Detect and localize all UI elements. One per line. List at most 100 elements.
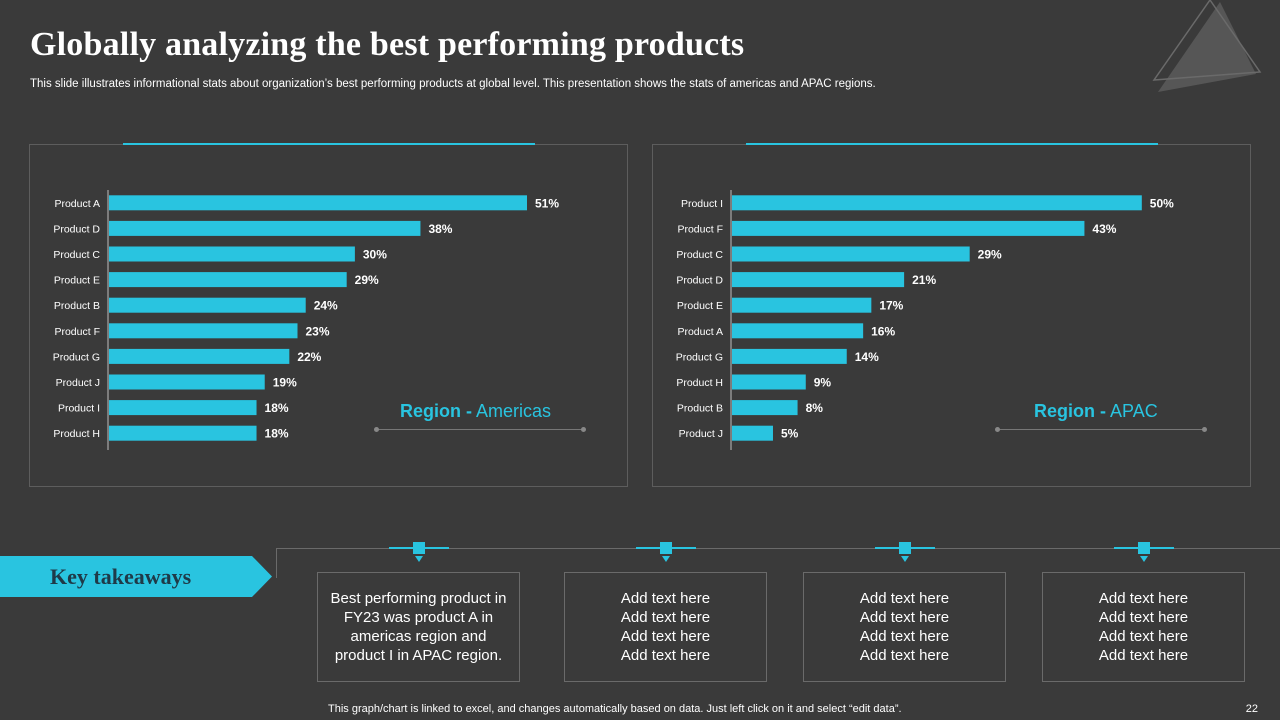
card-line: Add text here xyxy=(620,647,711,664)
pin-connector-icon xyxy=(875,542,935,562)
page-subtitle: This slide illustrates informational sta… xyxy=(30,78,876,90)
card-line: Add text here xyxy=(1098,647,1189,664)
bar-product-d[interactable] xyxy=(732,272,905,288)
card-line: Add text here xyxy=(1098,628,1189,645)
chart-panel-americas: Product A 51% Product D 38% Product C 30% Prod… xyxy=(29,143,628,487)
bar-product-f[interactable] xyxy=(732,220,1085,236)
bar-product-h[interactable] xyxy=(732,374,806,390)
category-tick-label: Product D xyxy=(676,275,723,287)
bar-value-label: 22% xyxy=(297,350,321,364)
category-tick-label: Product E xyxy=(677,300,723,312)
bar-product-a[interactable] xyxy=(109,195,527,211)
bar-product-g[interactable] xyxy=(109,348,290,364)
bar-value-label: 18% xyxy=(265,401,289,415)
category-tick-label: Product B xyxy=(54,300,100,312)
takeaway-card-2[interactable]: Add text here Add text here Add text her… xyxy=(564,572,767,682)
category-tick-label: Product E xyxy=(54,275,100,287)
bar-value-label: 29% xyxy=(355,273,379,287)
region-underline xyxy=(995,427,1207,432)
card-line: product I in APAC region. xyxy=(334,647,503,664)
takeaway-card-1[interactable]: Best performing product in FY23 was prod… xyxy=(317,572,520,682)
bar-value-label: 18% xyxy=(265,427,289,441)
takeaway-card-3[interactable]: Add text here Add text here Add text her… xyxy=(803,572,1006,682)
panel-accent-line xyxy=(746,143,1158,145)
category-tick-label: Product I xyxy=(681,198,723,210)
category-tick-label: Product G xyxy=(53,351,100,363)
bar-product-c[interactable] xyxy=(109,246,355,262)
category-tick-label: Product H xyxy=(676,377,723,389)
region-prefix: Region - xyxy=(400,401,472,421)
bar-value-label: 17% xyxy=(879,299,903,313)
bar-value-label: 16% xyxy=(871,324,895,338)
key-takeaways-banner: Key takeaways xyxy=(0,556,272,597)
bar-product-a[interactable] xyxy=(732,323,864,339)
pin-connector-icon xyxy=(1114,542,1174,562)
card-line: Add text here xyxy=(620,590,711,607)
pin-connector-icon xyxy=(389,542,449,562)
card-line: FY23 was product A in xyxy=(343,609,494,626)
bar-value-label: 9% xyxy=(814,376,832,390)
takeaway-card-4[interactable]: Add text here Add text here Add text her… xyxy=(1042,572,1245,682)
card-line: Add text here xyxy=(1098,590,1189,607)
region-prefix: Region - xyxy=(1034,401,1106,421)
chart-panel-apac: Product I 50% Product F 43% Product C 29% Prod… xyxy=(652,143,1251,487)
card-line: Add text here xyxy=(859,647,950,664)
region-label-apac: Region - APAC xyxy=(1034,401,1158,422)
bar-value-label: 24% xyxy=(314,299,338,313)
region-name: Americas xyxy=(476,401,552,421)
card-line: americas region and xyxy=(350,628,487,645)
category-tick-label: Product F xyxy=(677,223,723,235)
bar-chart-americas[interactable]: Product A 51% Product D 38% Product C 30% Prod… xyxy=(30,145,627,486)
bar-product-e[interactable] xyxy=(732,297,872,313)
bar-value-label: 29% xyxy=(978,248,1002,262)
card-line: Add text here xyxy=(620,628,711,645)
bar-value-label: 38% xyxy=(428,222,452,236)
bar-product-b[interactable] xyxy=(109,297,306,313)
bar-value-label: 21% xyxy=(912,273,936,287)
category-tick-label: Product H xyxy=(53,428,100,440)
card-line: Add text here xyxy=(859,609,950,626)
bar-product-i[interactable] xyxy=(109,400,257,416)
region-label-americas: Region - Americas xyxy=(400,401,551,422)
decorative-triangle-icon xyxy=(1152,0,1262,92)
bar-product-f[interactable] xyxy=(109,323,298,339)
bar-value-label: 30% xyxy=(363,248,387,262)
bar-value-label: 51% xyxy=(535,196,559,210)
category-tick-label: Product C xyxy=(53,249,100,261)
takeaways-connector-line xyxy=(276,548,1280,549)
category-tick-label: Product J xyxy=(56,377,100,389)
bar-value-label: 19% xyxy=(273,376,297,390)
bar-chart-apac[interactable]: Product I 50% Product F 43% Product C 29% Prod… xyxy=(653,145,1250,486)
category-tick-label: Product A xyxy=(54,198,100,210)
category-tick-label: Product J xyxy=(679,428,723,440)
bar-product-c[interactable] xyxy=(732,246,970,262)
bar-value-label: 43% xyxy=(1092,222,1116,236)
bar-product-e[interactable] xyxy=(109,272,347,288)
bar-product-h[interactable] xyxy=(109,425,257,441)
bar-product-b[interactable] xyxy=(732,400,798,416)
bar-product-g[interactable] xyxy=(732,348,847,364)
bar-product-j[interactable] xyxy=(109,374,265,390)
category-tick-label: Product C xyxy=(676,249,723,261)
bar-value-label: 14% xyxy=(855,350,879,364)
region-name: APAC xyxy=(1110,401,1158,421)
card-line: Add text here xyxy=(859,628,950,645)
key-takeaways-label: Key takeaways xyxy=(50,564,192,589)
takeaways-connector-drop xyxy=(276,548,277,578)
region-underline xyxy=(374,427,586,432)
card-line: Add text here xyxy=(859,590,950,607)
bar-product-i[interactable] xyxy=(732,195,1142,211)
bar-value-label: 50% xyxy=(1150,196,1174,210)
bar-value-label: 23% xyxy=(306,324,330,338)
category-tick-label: Product F xyxy=(54,326,100,338)
card-line: Add text here xyxy=(620,609,711,626)
bar-value-label: 8% xyxy=(806,401,824,415)
category-tick-label: Product I xyxy=(58,403,100,415)
category-tick-label: Product A xyxy=(677,326,723,338)
footer-note: This graph/chart is linked to excel, and… xyxy=(328,703,902,715)
category-tick-label: Product D xyxy=(53,223,100,235)
bar-value-label: 5% xyxy=(781,427,799,441)
bar-product-j[interactable] xyxy=(732,425,773,441)
card-line: Best performing product in xyxy=(330,590,507,607)
bar-product-d[interactable] xyxy=(109,220,421,236)
